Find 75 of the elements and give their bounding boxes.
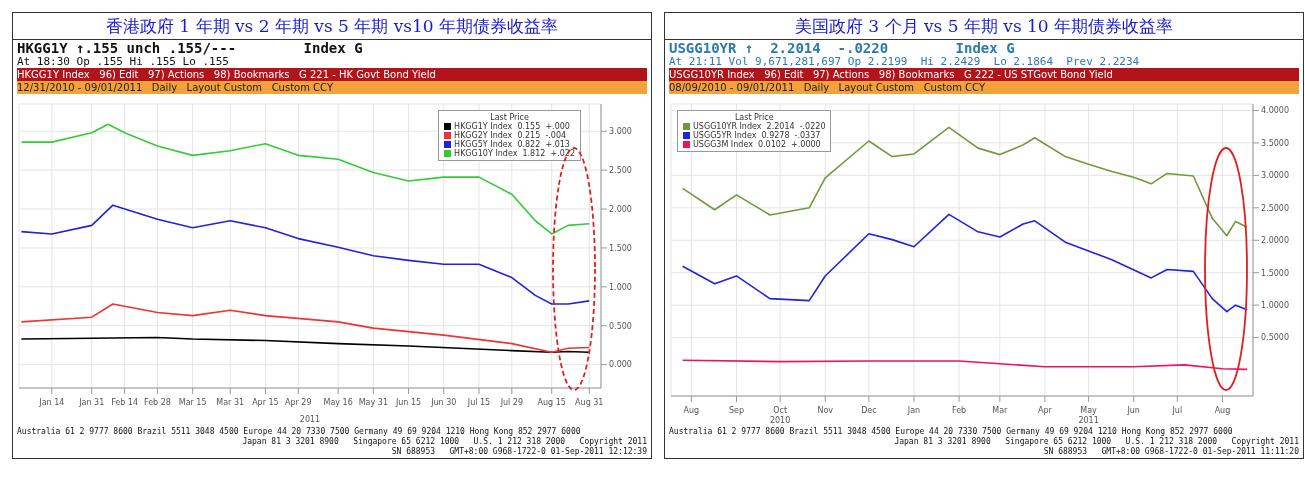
text: HKGG1Y Index 96) Edit 97) Actions 98) Bookmarks G 221 - HK Govt Bond Yield xyxy=(17,68,647,81)
y-tick-label: 1.000 xyxy=(609,282,632,292)
legend-label: HKGG2Y Index 0.215 -.004 xyxy=(453,131,568,140)
y-tick-label: 3.5000 xyxy=(1261,138,1289,148)
legend-label: USGG3M Index 0.0102 +.0000 xyxy=(692,140,822,149)
x-tick-label: Jan 14 xyxy=(38,398,65,407)
legend-label: HKGG5Y Index 0.822 +.013 xyxy=(453,140,571,149)
legend-label: USGG5YR Index 0.9278 -.0337 xyxy=(692,131,822,140)
legend-title: Last Price xyxy=(733,113,775,122)
legend-title: Last Price xyxy=(489,113,530,122)
x-tick-label: Jan xyxy=(906,406,921,415)
y-tick-label: 0.5000 xyxy=(1261,333,1289,343)
line-series xyxy=(20,204,591,305)
text: USGG10YR ↑ 2.2014 -.0220 Index G xyxy=(669,40,1016,56)
x-tick-label: Jun 15 xyxy=(394,398,422,407)
x-tick-label: Sep xyxy=(728,406,745,415)
text: Australia 61 2 9777 8600 Brazil 5511 3048 4500 Europe 44 20 7330 7500 Germany 49 69 9204 1210 Hong Kong 852 2977 6000 xyxy=(17,427,582,437)
y-tick-label: 1.0000 xyxy=(1261,301,1289,310)
x-tick-label: Feb 14 xyxy=(111,398,139,407)
y-tick-label: 3.000 xyxy=(609,127,632,137)
y-tick-label: 2.5000 xyxy=(1261,203,1289,213)
legend-label: HKGG1Y Index 0.155 +.000 xyxy=(453,122,571,131)
text: HKGG1Y ↑.155 unch .155/--- Index G xyxy=(17,40,364,56)
x-tick-label: Apr 15 xyxy=(252,398,279,407)
x-tick-label: Jun xyxy=(1126,406,1140,415)
text: USGG10YR Index 96) Edit 97) Actions 98) Bookmarks G 222 - US STGovt Bond Yield xyxy=(669,68,1299,81)
x-axis-title: 2011 xyxy=(299,415,321,424)
x-tick-label: Nov xyxy=(817,406,834,415)
y-tick-label: 2.000 xyxy=(609,204,632,214)
chart-title: 美国政府 3 个月 vs 5 年期 vs 10 年期债券收益率 xyxy=(665,13,1303,40)
line-series xyxy=(20,336,591,354)
y-tick-label: 2.500 xyxy=(609,165,632,175)
text: Japan 81 3 3201 8900 Singapore 65 6212 1000 U.S. 1 212 318 2000 Copyright 2011 xyxy=(241,437,647,447)
y-tick-label: 0.000 xyxy=(609,360,632,370)
x-tick-label: May 16 xyxy=(323,398,353,407)
line-series xyxy=(681,213,1248,313)
x-tick-label: Aug 15 xyxy=(537,398,566,407)
x-tick-label: Dec xyxy=(861,406,877,415)
x-tick-label: Aug xyxy=(1214,406,1231,415)
text: SN 688953 GMT+8:00 G968-1722-0 01-Sep-2011 12:12:39 xyxy=(390,447,647,457)
x-tick-label: May 31 xyxy=(358,398,388,407)
x-tick-label: Feb xyxy=(952,406,967,415)
y-tick-label: 0.500 xyxy=(609,321,632,331)
x-tick-label: Mar xyxy=(992,406,1009,415)
x-tick-label: Jun 30 xyxy=(430,398,457,407)
y-tick-label: 4.0000 xyxy=(1261,106,1289,116)
text: 08/09/2010 - 09/01/2011 Daily Layout Custom Custom CCY xyxy=(669,81,1299,94)
y-tick-label: 3.0000 xyxy=(1261,171,1289,181)
x-tick-label: Mar 15 xyxy=(178,398,207,407)
x-tick-label: May 2011 xyxy=(1078,406,1099,425)
y-tick-label: 2.0000 xyxy=(1261,236,1289,246)
text: SN 688953 GMT+8:00 G968-1722-0 01-Sep-2011 11:11:20 xyxy=(1042,447,1299,457)
text: 12/31/2010 - 09/01/2011 Daily Layout Custom Custom CCY xyxy=(17,81,647,94)
x-tick-label: Jan 31 xyxy=(78,398,105,407)
x-tick-label: Jul 15 xyxy=(466,398,491,407)
x-tick-label: Aug xyxy=(683,406,700,415)
text: At 18:30 Op .155 Hi .155 Lo .155 xyxy=(17,55,230,68)
x-tick-label: Jul 29 xyxy=(499,398,524,407)
y-tick-label: 1.500 xyxy=(609,243,632,253)
x-tick-label: Feb 28 xyxy=(144,398,171,407)
line-series xyxy=(20,303,591,354)
x-tick-label: Apr 29 xyxy=(284,398,312,407)
x-tick-label: Oct 2010 xyxy=(769,406,791,425)
y-tick-label: 1.5000 xyxy=(1261,268,1289,278)
text: Japan 81 3 3201 8900 Singapore 65 6212 1000 U.S. 1 212 318 2000 Copyright 2011 xyxy=(893,437,1299,447)
line-series xyxy=(20,123,591,235)
x-tick-label: Jul xyxy=(1171,406,1183,415)
text: At 21:11 Vol 9,671,281,697 Op 2.2199 Hi 2.2429 Lo 2.1864 Prev 2.2234 xyxy=(669,55,1141,68)
legend-label: USGG10YR Index 2.2014 -.0220 xyxy=(692,122,826,131)
line-series xyxy=(681,359,1248,371)
text: Australia 61 2 9777 8600 Brazil 5511 3048 4500 Europe 44 20 7330 7500 Germany 49 69 9204 1210 Hong Kong 852 2977 6000 xyxy=(669,427,1234,437)
chart-title: 香港政府 1 年期 vs 2 年期 vs 5 年期 vs10 年期债券收益率 xyxy=(13,13,651,40)
x-tick-label: Aug 31 xyxy=(575,398,604,407)
x-tick-label: Apr xyxy=(1038,406,1053,415)
x-tick-label: Mar 31 xyxy=(216,398,245,407)
